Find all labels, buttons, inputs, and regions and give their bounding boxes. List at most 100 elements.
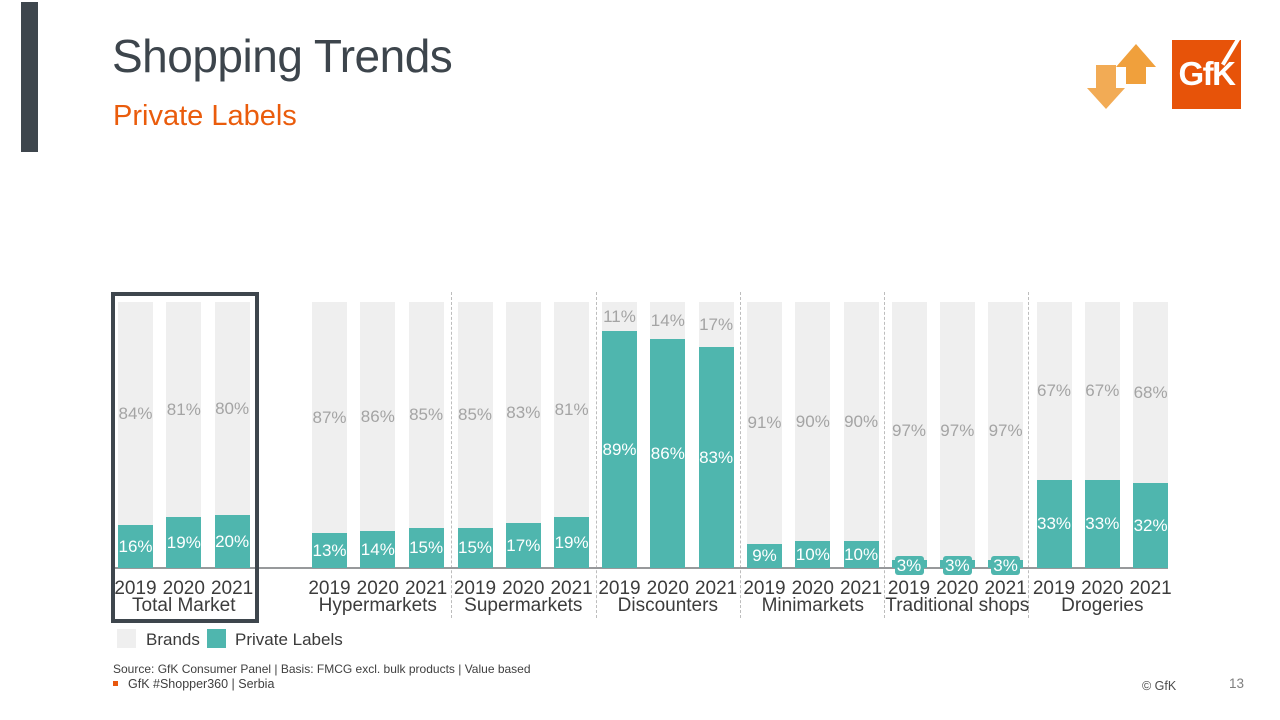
private-labels-value-badge: 3% [991,556,1021,575]
bar-private-labels-segment [118,525,153,568]
brands-value-label: 17% [699,314,734,334]
private-labels-value-label: 19% [166,532,201,552]
year-label: 2021 [1129,578,1172,599]
brands-value-label: 90% [844,411,879,431]
private-labels-value-label: 13% [312,540,347,560]
bar-private-labels-segment [602,331,637,568]
group-label: Minimarkets [761,595,864,616]
legend-brands-label: Brands [146,630,200,649]
private-labels-value-label: 10% [844,544,879,564]
year-label: 2020 [791,578,834,599]
bar-brands-segment [1036,302,1072,480]
title-accent-bar [21,2,38,152]
bar-private-labels-segment [214,515,250,568]
year-label: 2020 [356,578,399,599]
arrow-down-icon [1087,65,1125,109]
highlight-box [111,292,259,623]
bar-brands-segment [1133,302,1169,483]
private-labels-value-label: 20% [215,531,250,551]
bar-brands-segment [891,302,927,560]
year-label: 2019 [743,578,786,599]
brands-value-label: 97% [891,421,927,440]
year-label: 2021 [404,578,448,599]
bar-private-labels-segment [505,523,541,568]
group-label: Supermarkets [464,595,583,616]
bar-brands-segment [554,302,590,517]
bar-brands-segment [650,302,686,339]
year-label: 2019 [1032,578,1076,599]
year-label: 2019 [887,578,931,599]
brands-value-label: 67% [1085,381,1120,400]
private-labels-value-label: 14% [360,539,395,559]
year-label: 2019 [598,578,641,599]
group-separator [451,292,452,618]
bar-brands-segment [602,302,637,331]
year-label: 2021 [694,578,738,599]
bar-brands-segment [698,302,734,347]
legend-private-labels-swatch [207,629,226,648]
group-separator [740,292,741,618]
brands-value-label: 80% [215,398,250,418]
legend-private-labels-label: Private Labels [235,630,343,649]
group-label: Hypermarkets [318,595,437,616]
page-number: 13 [1229,676,1245,691]
bar-private-labels-segment [698,347,734,568]
private-labels-value-label: 83% [699,447,734,467]
bar-brands-segment [747,302,782,544]
brands-value-label: 97% [988,421,1023,440]
bar-private-labels-segment [1133,483,1169,568]
bar-brands-segment [214,302,250,515]
gfk-logo: GfK [1172,40,1241,109]
private-labels-value-label: 89% [602,439,637,459]
private-labels-value-label: 33% [1036,514,1072,533]
brands-value-label: 86% [360,406,395,426]
bar-private-labels-segment [360,531,396,568]
brands-value-label: 67% [1036,381,1072,400]
year-label: 2020 [936,578,979,599]
brands-value-label: 97% [940,421,975,440]
bar-private-labels-segment [312,533,347,568]
private-labels-value-label: 33% [1085,514,1120,533]
bar-brands-segment [457,302,493,528]
private-labels-value-label: 15% [457,538,493,557]
brands-value-label: 90% [795,411,830,431]
bar-private-labels-segment [843,541,879,568]
brands-value-label: 85% [457,405,493,424]
bar-brands-segment [1084,302,1120,480]
group-separator [595,292,597,618]
private-labels-value-badge: 3% [942,556,972,575]
year-label: 2021 [210,578,254,599]
private-labels-value-label: 86% [650,443,685,463]
page-subtitle: Private Labels [113,100,297,132]
bar-private-labels-segment [554,517,590,568]
private-labels-value-label: 9% [752,546,777,565]
bar-brands-segment [795,302,831,541]
bar-brands-segment [166,302,202,517]
brands-value-label: 85% [409,405,444,424]
bar-brands-segment [843,302,879,541]
group-label: Total Market [132,595,236,616]
gfk-logo-text: GfK [1178,55,1237,92]
private-labels-value-label: 10% [795,544,830,564]
year-label: 2021 [984,578,1027,599]
private-labels-value-label: 16% [118,536,153,556]
bar-private-labels-segment [1036,480,1072,568]
brands-value-label: 91% [747,413,782,432]
private-labels-value-label: 15% [409,538,444,557]
bar-brands-segment [118,302,153,525]
brands-value-label: 14% [650,310,685,330]
brands-value-label: 87% [312,407,347,427]
bar-private-labels-segment [1084,480,1120,568]
brands-value-label: 83% [506,402,541,422]
year-label: 2020 [1081,578,1124,599]
group-separator [884,292,885,618]
bar-brands-segment [939,302,975,560]
year-label: 2019 [114,578,157,599]
trend-arrows-icon [1087,44,1156,109]
source-text: Source: GfK Consumer Panel | Basis: FMCG… [113,662,531,676]
legend-brands-swatch [117,629,136,648]
group-label: Traditional shops [885,595,1030,616]
note-bullet-icon [113,681,118,686]
bar-brands-segment [360,302,396,531]
